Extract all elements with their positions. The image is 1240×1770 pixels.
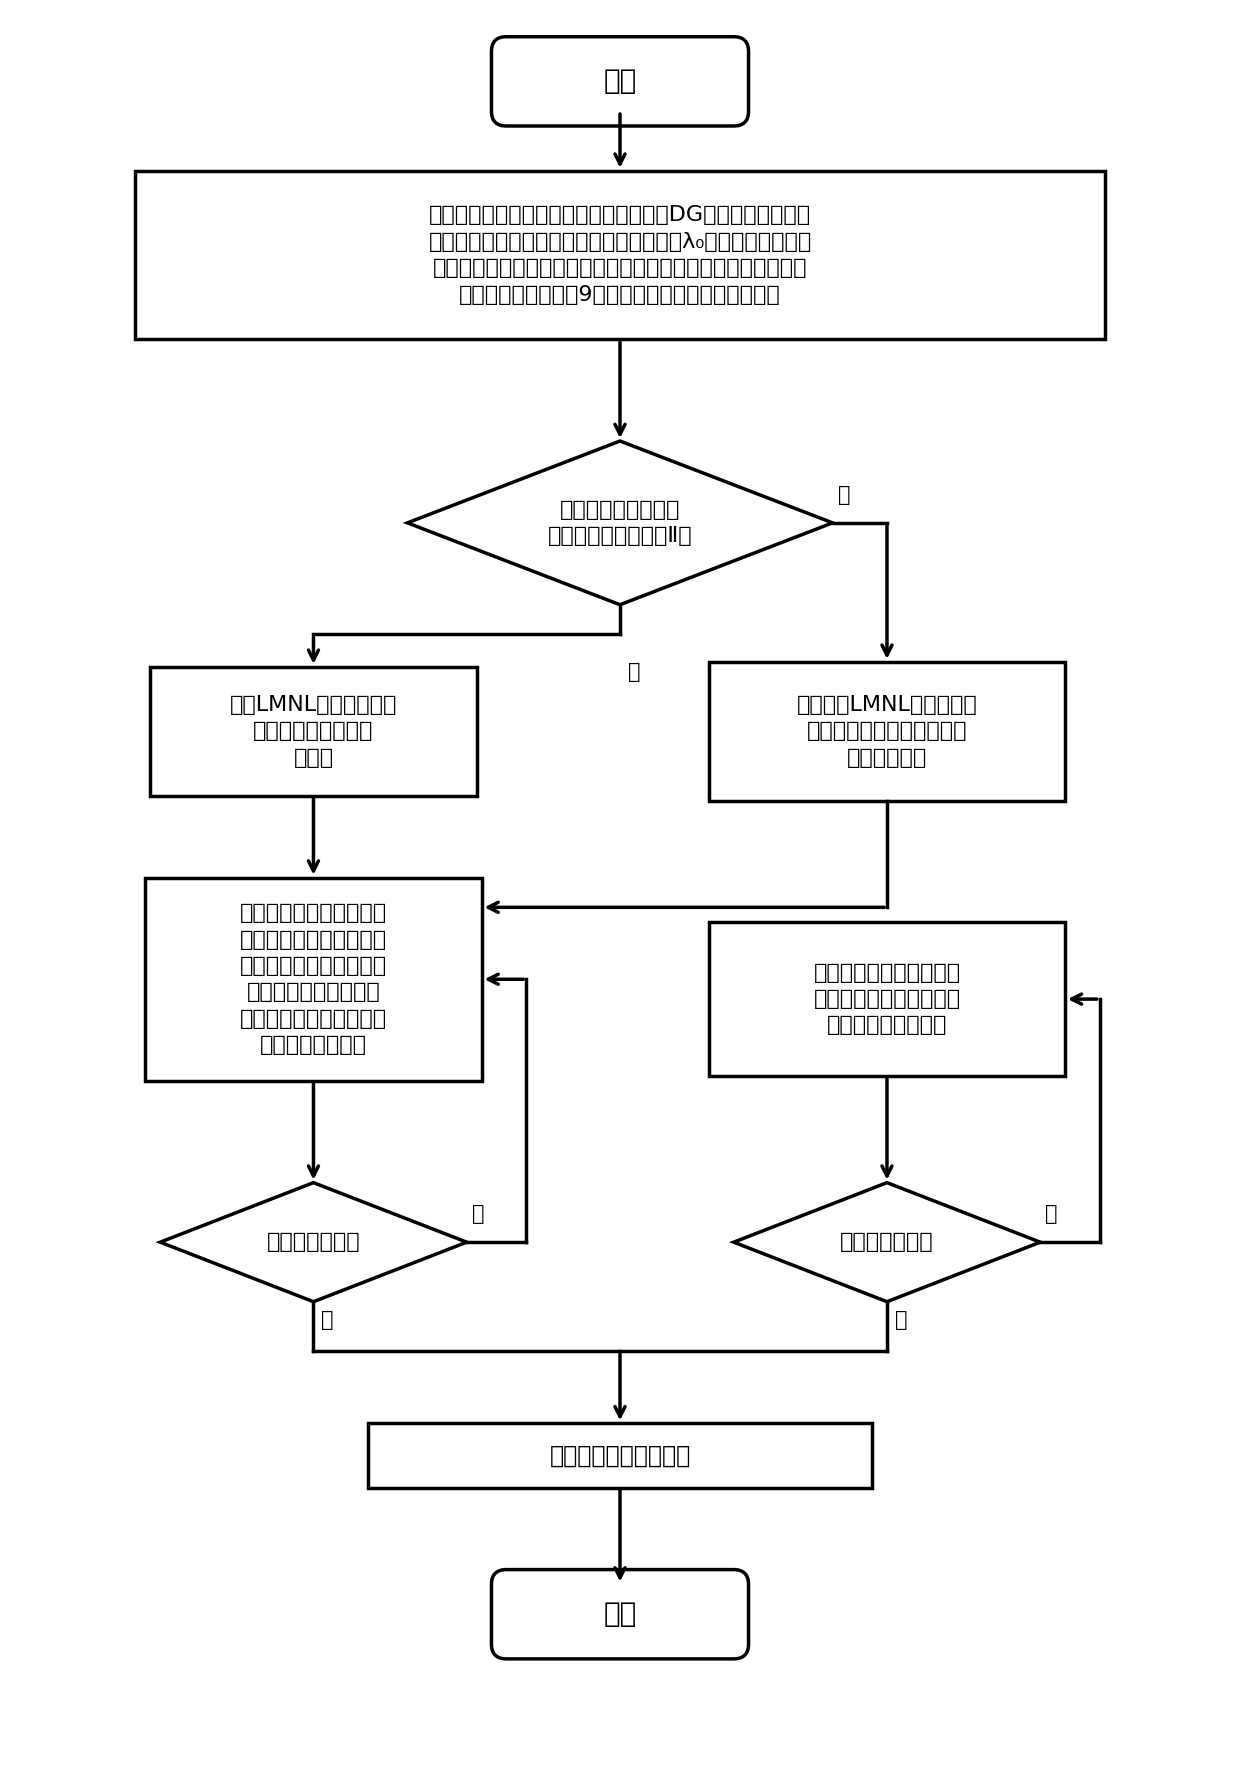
Bar <box>150 667 476 796</box>
Bar <box>135 170 1105 340</box>
Polygon shape <box>734 1182 1040 1301</box>
Bar <box>368 1423 872 1489</box>
FancyBboxPatch shape <box>491 1570 749 1658</box>
Text: 满足临界判据？: 满足临界判据？ <box>841 1232 934 1251</box>
Polygon shape <box>160 1182 466 1301</box>
Text: 预测环节采用局部参数化
方法和切线方法、校正环
节采用超球面参数化方法
和组合牛顿方法，进行
交、直流微电网子系统的
预测校正环节计算: 预测环节采用局部参数化 方法和切线方法、校正环 节采用超球面参数化方法 和组合牛… <box>239 903 387 1055</box>
Text: 满足临界判据？: 满足临界判据？ <box>267 1232 361 1251</box>
Text: 输入交直流混合微电网系统线路、负荷、DG装置的参数及运行
方式；设置负荷变化节点号，初始点对应的λ₀值，变化负荷增长
方式及预设增长量；根据运行方式判别所属交直: 输入交直流混合微电网系统线路、负荷、DG装置的参数及运行 方式；设置负荷变化节点… <box>428 205 812 304</box>
Text: 否: 否 <box>837 485 851 504</box>
Text: 是: 是 <box>321 1310 334 1329</box>
Bar <box>145 878 481 1081</box>
Text: 是: 是 <box>627 662 640 681</box>
Text: 否: 否 <box>1045 1204 1058 1225</box>
Text: 结束: 结束 <box>604 1600 636 1628</box>
FancyBboxPatch shape <box>491 37 749 126</box>
Text: 是否属于交直流混合
微电网运行系统类型Ⅱ？: 是否属于交直流混合 微电网运行系统类型Ⅱ？ <box>548 499 692 547</box>
Text: 采用双向迭代预测校正方
法进行交直流互连微电网
的预测校正环节计算: 采用双向迭代预测校正方 法进行交直流互连微电网 的预测校正环节计算 <box>813 963 961 1035</box>
Bar <box>709 922 1065 1076</box>
Text: 否: 否 <box>471 1204 484 1225</box>
Text: 是: 是 <box>895 1310 908 1329</box>
Text: 采用基于LMNL算法的交替
迭代方法求解交直流互连微
电网的初始点: 采用基于LMNL算法的交替 迭代方法求解交直流互连微 电网的初始点 <box>796 696 977 768</box>
Text: 开始: 开始 <box>604 67 636 96</box>
Bar <box>709 662 1065 800</box>
Polygon shape <box>408 441 832 605</box>
Text: 输出连续潮流计算结果: 输出连续潮流计算结果 <box>549 1444 691 1467</box>
Text: 采用LMNL算法求解交、
直流微电网子系统的
初始点: 采用LMNL算法求解交、 直流微电网子系统的 初始点 <box>229 696 397 768</box>
